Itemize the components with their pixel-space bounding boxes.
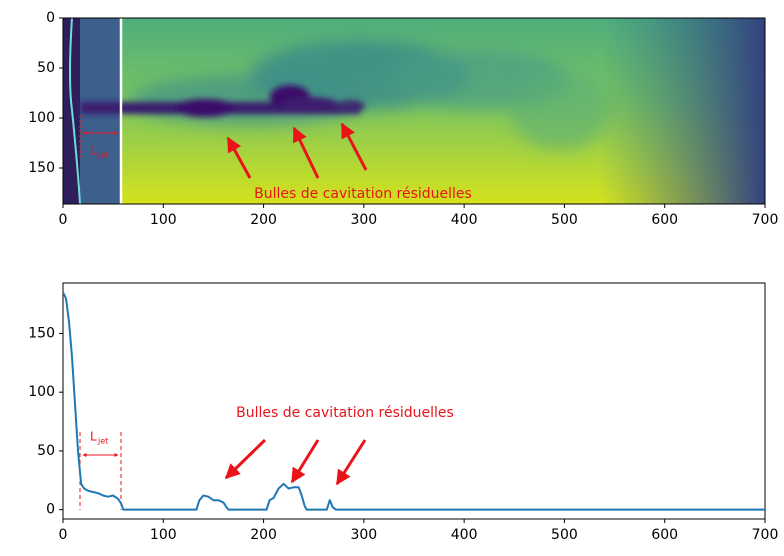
x-tick-label: 300 — [350, 212, 377, 228]
x-tick-label: 700 — [752, 527, 779, 543]
image — [63, 18, 765, 204]
y-tick-label: 100 — [28, 384, 55, 400]
x-tick-label: 700 — [752, 212, 779, 228]
axes-frame — [62, 282, 766, 520]
jet-label: L — [90, 430, 97, 444]
x-tick-label: 600 — [651, 212, 678, 228]
y-tick-label: 150 — [28, 325, 55, 341]
y-tick-label: 50 — [37, 60, 55, 76]
y-tick-label: 0 — [46, 10, 55, 26]
x-tick-label: 500 — [551, 527, 578, 543]
y-tick-label: 0 — [46, 502, 55, 518]
x-tick-label: 100 — [150, 527, 177, 543]
x-tick-label: 500 — [551, 212, 578, 228]
x-tick-label: 400 — [451, 212, 478, 228]
jet-label-sub: jet — [97, 437, 108, 446]
jet-label-sub: jet — [97, 151, 108, 160]
annotation-arrows — [79, 432, 367, 510]
jet-label: L — [90, 144, 97, 158]
x-tick-label: 300 — [350, 527, 377, 543]
x-tick-label: 0 — [59, 212, 68, 228]
y-tick-label: 100 — [28, 110, 55, 126]
annotation: Bulles de cavitation résiduelles — [254, 186, 472, 202]
x-tick-label: 200 — [250, 212, 277, 228]
annotation: Bulles de cavitation résiduelles — [236, 405, 454, 421]
y-tick-label: 150 — [28, 160, 55, 176]
x-tick-label: 600 — [651, 527, 678, 543]
line — [62, 291, 765, 511]
y-tick-label: 50 — [37, 443, 55, 459]
x-tick-label: 0 — [59, 527, 68, 543]
x-tick-label: 100 — [150, 212, 177, 228]
axes-frame — [62, 17, 766, 205]
annotation-arrows — [79, 115, 368, 179]
x-tick-label: 400 — [451, 527, 478, 543]
x-tick-label: 200 — [250, 527, 277, 543]
